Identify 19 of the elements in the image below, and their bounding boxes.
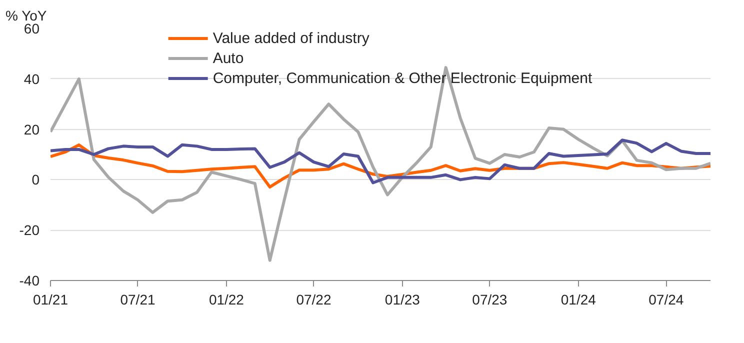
x-tick-label: 01/21 bbox=[32, 292, 68, 308]
y-tick-label: -20 bbox=[19, 222, 40, 238]
x-tick-label: 07/23 bbox=[472, 292, 508, 308]
x-tick-label: 01/22 bbox=[208, 292, 244, 308]
y-tick-label: 40 bbox=[24, 70, 40, 87]
x-tick-label: 01/23 bbox=[384, 292, 420, 308]
y-tick-label: 20 bbox=[24, 121, 40, 138]
legend-label: Auto bbox=[212, 50, 244, 66]
x-tick-label: 07/21 bbox=[120, 292, 156, 308]
x-tick-label: 01/24 bbox=[560, 292, 596, 308]
legend-label: Value added of industry bbox=[212, 30, 370, 46]
x-tick-label: 07/24 bbox=[648, 292, 684, 308]
y-tick-label: 0 bbox=[32, 172, 40, 188]
x-tick-label: 07/22 bbox=[296, 292, 332, 308]
y-tick-label: 60 bbox=[24, 20, 40, 36]
y-tick-label: -40 bbox=[19, 272, 40, 288]
line-series bbox=[50, 66, 710, 262]
legend-label: Computer, Communication & Other Electronic Equipment bbox=[212, 70, 592, 86]
y-axis-title: % YoY bbox=[6, 8, 48, 24]
